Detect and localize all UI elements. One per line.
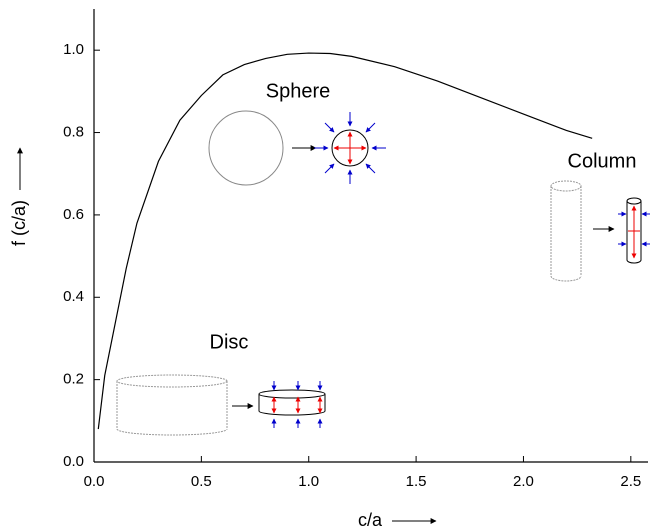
x-tick-label: 1.5 bbox=[406, 473, 427, 490]
x-tick-label: 1.0 bbox=[298, 473, 319, 490]
sphere-icon bbox=[208, 110, 386, 186]
annotation: Column bbox=[568, 150, 637, 172]
disc-icon bbox=[116, 374, 326, 436]
x-tick-label: 0.5 bbox=[191, 473, 212, 490]
y-axis-label: f (c/a) bbox=[9, 200, 29, 246]
x-tick-label: 2.5 bbox=[620, 473, 641, 490]
x-axis-label: c/a bbox=[358, 510, 383, 530]
y-tick-label: 0.2 bbox=[63, 371, 84, 388]
y-tick-label: 0.8 bbox=[63, 124, 84, 141]
x-tick-label: 2.0 bbox=[513, 473, 534, 490]
line bbox=[97, 52, 593, 430]
axes bbox=[93, 9, 648, 463]
column-icon bbox=[550, 180, 650, 282]
y-tick-label: 0.4 bbox=[63, 288, 84, 305]
x-tick-label: 0.0 bbox=[84, 473, 105, 490]
y-tick-label: 1.0 bbox=[63, 41, 84, 58]
annotation: Sphere bbox=[266, 80, 331, 102]
y-tick-label: 0.0 bbox=[63, 453, 84, 470]
annotation: Disc bbox=[210, 331, 249, 353]
y-tick-label: 0.6 bbox=[63, 206, 84, 223]
